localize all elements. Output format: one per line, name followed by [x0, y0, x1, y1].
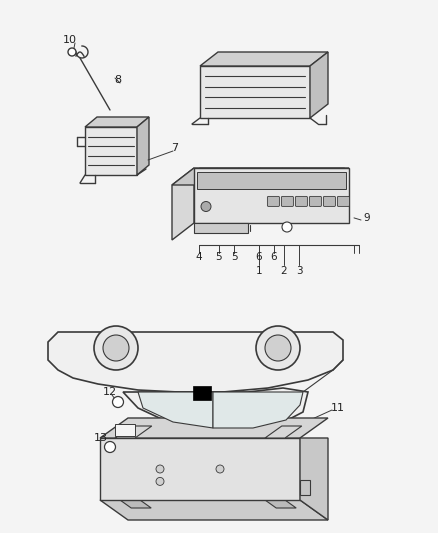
Polygon shape [138, 392, 213, 428]
Polygon shape [300, 438, 328, 520]
Polygon shape [265, 426, 302, 438]
FancyBboxPatch shape [268, 196, 279, 206]
FancyBboxPatch shape [197, 172, 346, 189]
Polygon shape [100, 500, 328, 520]
FancyBboxPatch shape [309, 196, 321, 206]
Polygon shape [265, 500, 296, 508]
Polygon shape [85, 127, 137, 175]
Text: 9: 9 [364, 213, 370, 223]
FancyBboxPatch shape [193, 386, 211, 400]
FancyBboxPatch shape [337, 196, 350, 206]
Circle shape [265, 335, 291, 361]
Text: 13: 13 [94, 433, 108, 443]
Polygon shape [115, 426, 152, 438]
Circle shape [94, 326, 138, 370]
Text: 5: 5 [231, 252, 237, 262]
Polygon shape [300, 480, 310, 495]
Polygon shape [100, 418, 328, 438]
Polygon shape [100, 438, 300, 500]
Text: 10: 10 [63, 35, 77, 45]
Polygon shape [123, 388, 308, 430]
Circle shape [156, 465, 164, 473]
Polygon shape [194, 223, 248, 233]
Polygon shape [194, 168, 349, 223]
Polygon shape [200, 66, 310, 118]
Polygon shape [115, 424, 135, 436]
Circle shape [68, 48, 76, 56]
Text: 7: 7 [171, 143, 179, 153]
FancyBboxPatch shape [295, 196, 307, 206]
Text: 1: 1 [256, 266, 262, 276]
Circle shape [113, 397, 124, 408]
Text: 5: 5 [215, 252, 223, 262]
Circle shape [103, 335, 129, 361]
Text: ALPINE STEREO: ALPINE STEREO [250, 174, 293, 179]
Text: 8: 8 [114, 75, 122, 85]
Polygon shape [120, 500, 151, 508]
Text: 3: 3 [296, 266, 302, 276]
Polygon shape [200, 52, 328, 66]
Polygon shape [213, 392, 303, 428]
Circle shape [282, 222, 292, 232]
Polygon shape [172, 168, 194, 240]
Circle shape [256, 326, 300, 370]
Text: 12: 12 [103, 387, 117, 397]
Text: 6: 6 [271, 252, 277, 262]
Polygon shape [137, 117, 149, 175]
Polygon shape [85, 117, 149, 127]
Circle shape [201, 201, 211, 212]
Text: 6: 6 [256, 252, 262, 262]
Circle shape [156, 478, 164, 486]
Text: 4: 4 [196, 252, 202, 262]
FancyBboxPatch shape [323, 196, 336, 206]
Polygon shape [310, 52, 328, 118]
Circle shape [105, 441, 116, 453]
Polygon shape [172, 168, 349, 185]
Text: 11: 11 [331, 403, 345, 413]
Polygon shape [48, 332, 343, 392]
Text: 2: 2 [281, 266, 287, 276]
FancyBboxPatch shape [281, 196, 293, 206]
Circle shape [216, 465, 224, 473]
